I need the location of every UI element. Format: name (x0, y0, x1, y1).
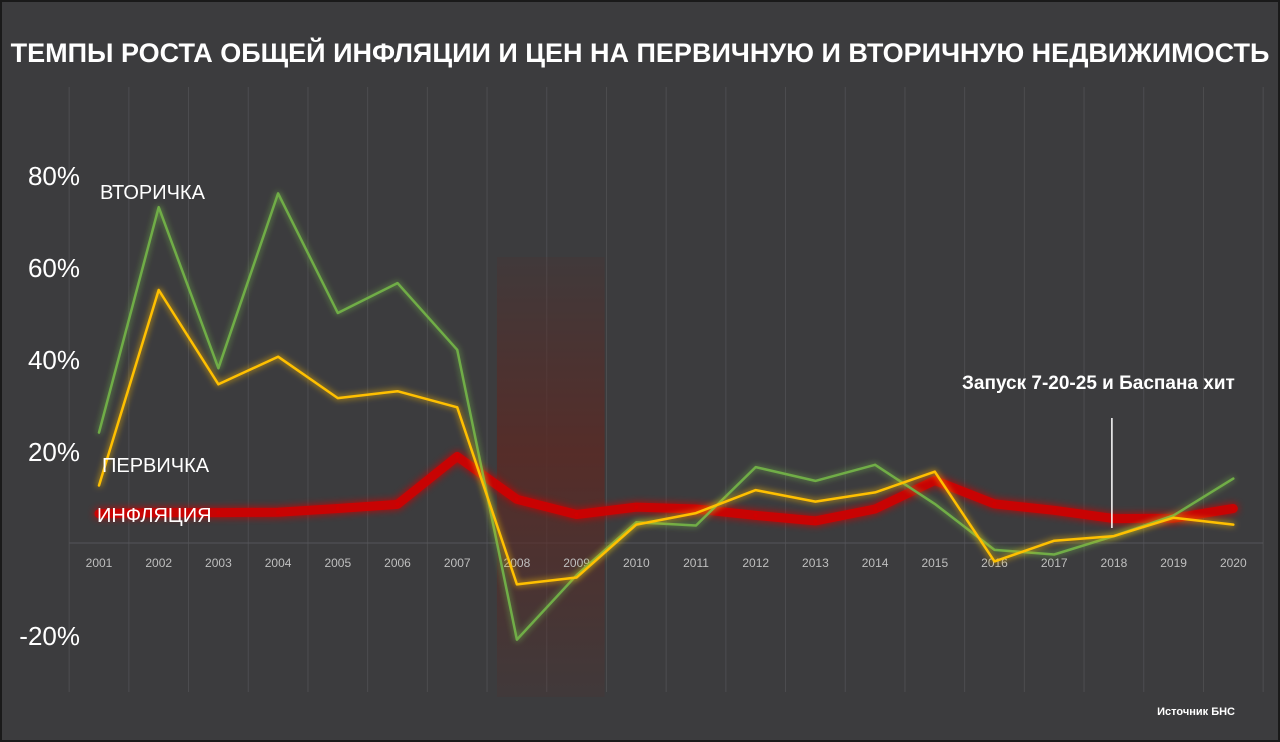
data-point (396, 390, 399, 393)
data-point (1172, 514, 1175, 517)
data-point (98, 484, 100, 487)
x-tick-label: 2014 (862, 556, 889, 570)
data-point (933, 470, 936, 473)
data-point (455, 454, 460, 459)
data-point (575, 576, 578, 579)
annotation: Запуск 7-20-25 и Баспана хит (962, 373, 1235, 528)
data-point (157, 206, 160, 209)
series-line-inflation (94, 452, 1238, 526)
x-tick-label: 2005 (324, 556, 351, 570)
y-tick-label: 20% (28, 437, 80, 467)
data-point (335, 506, 340, 511)
x-tick-label: 2001 (86, 556, 113, 570)
y-tick-label: 40% (28, 345, 80, 375)
data-point (277, 192, 280, 195)
crisis-band (496, 257, 605, 697)
data-point (814, 479, 817, 482)
crisis-band-rect (496, 257, 605, 697)
data-point (277, 355, 280, 358)
data-point (992, 501, 997, 506)
series-label-secondary: ВТОРИЧКА (100, 182, 206, 204)
x-tick-label: 2009 (563, 556, 590, 570)
data-point (1052, 508, 1057, 513)
series-label-inflation: ИНФЛЯЦИЯ (97, 505, 212, 527)
x-tick-label: 2003 (205, 556, 232, 570)
data-point (395, 502, 400, 507)
data-point (157, 289, 160, 291)
data-point (336, 397, 339, 400)
data-point (1111, 516, 1116, 521)
data-point (217, 367, 220, 370)
data-point (695, 524, 697, 527)
series-line-secondary (97, 192, 1235, 641)
data-point (336, 312, 339, 314)
data-point (1112, 535, 1115, 538)
data-point (993, 560, 996, 563)
data-point (515, 583, 518, 586)
data-point (574, 512, 579, 517)
x-tick-label: 2019 (1160, 556, 1187, 570)
source-note: Источник БНС (1157, 706, 1235, 718)
series-lines (94, 192, 1238, 641)
data-point (456, 348, 459, 351)
data-point (276, 510, 281, 515)
series-label-primary: ПЕРВИЧКА (102, 455, 210, 477)
data-point (694, 506, 698, 511)
data-point (754, 466, 757, 469)
data-point (874, 491, 877, 494)
data-point (932, 478, 937, 483)
data-point (753, 513, 758, 518)
data-point (873, 506, 878, 511)
x-tick-label: 2011 (683, 556, 709, 570)
y-tick-label: 80% (28, 161, 80, 191)
data-point (754, 489, 757, 492)
data-point (1231, 506, 1236, 511)
y-tick-label: -20% (19, 621, 80, 651)
x-tick-label: 2013 (802, 556, 829, 570)
x-tick-label: 2007 (444, 556, 471, 570)
x-tick-label: 2017 (1041, 556, 1068, 570)
data-point (813, 518, 818, 523)
data-point (993, 548, 996, 551)
data-point (514, 497, 519, 502)
data-point (635, 523, 638, 526)
annotation-text: Запуск 7-20-25 и Баспана хит (962, 373, 1235, 394)
data-point (515, 638, 518, 641)
data-point (814, 500, 817, 503)
data-point (1232, 523, 1235, 526)
data-point (1053, 553, 1056, 556)
chart-title: ТЕМПЫ РОСТА ОБЩЕЙ ИНФЛЯЦИИ И ЦЕН НА ПЕРВ… (11, 37, 1270, 68)
data-point (933, 502, 936, 505)
y-axis: 80% 60% 40% 20% -20% (19, 161, 80, 651)
data-point (217, 383, 220, 386)
data-point (456, 406, 459, 409)
data-point (156, 510, 161, 515)
x-tick-label: 2015 (921, 556, 948, 570)
data-point (695, 512, 697, 515)
x-tick-label: 2020 (1220, 556, 1247, 570)
x-tick-label: 2018 (1101, 556, 1128, 570)
x-tick-label: 2006 (384, 556, 411, 570)
data-point (635, 521, 638, 524)
data-point (97, 511, 101, 516)
data-point (634, 505, 639, 510)
y-tick-label: 60% (28, 253, 80, 283)
data-point (216, 510, 221, 515)
grid (68, 87, 1264, 692)
data-point (874, 463, 877, 466)
data-point (1172, 516, 1175, 519)
data-point (1232, 477, 1235, 480)
series-line-primary (97, 288, 1235, 586)
x-tick-label: 2012 (742, 556, 769, 570)
x-axis: 2001 2002 2003 2004 2005 2006 2007 2008 2009 2010… (86, 556, 1247, 570)
x-tick-label: 2010 (623, 556, 650, 570)
data-point (1053, 539, 1056, 542)
x-tick-label: 2004 (265, 556, 292, 570)
data-point (396, 282, 399, 285)
data-point (98, 431, 100, 434)
x-tick-label: 2002 (145, 556, 172, 570)
